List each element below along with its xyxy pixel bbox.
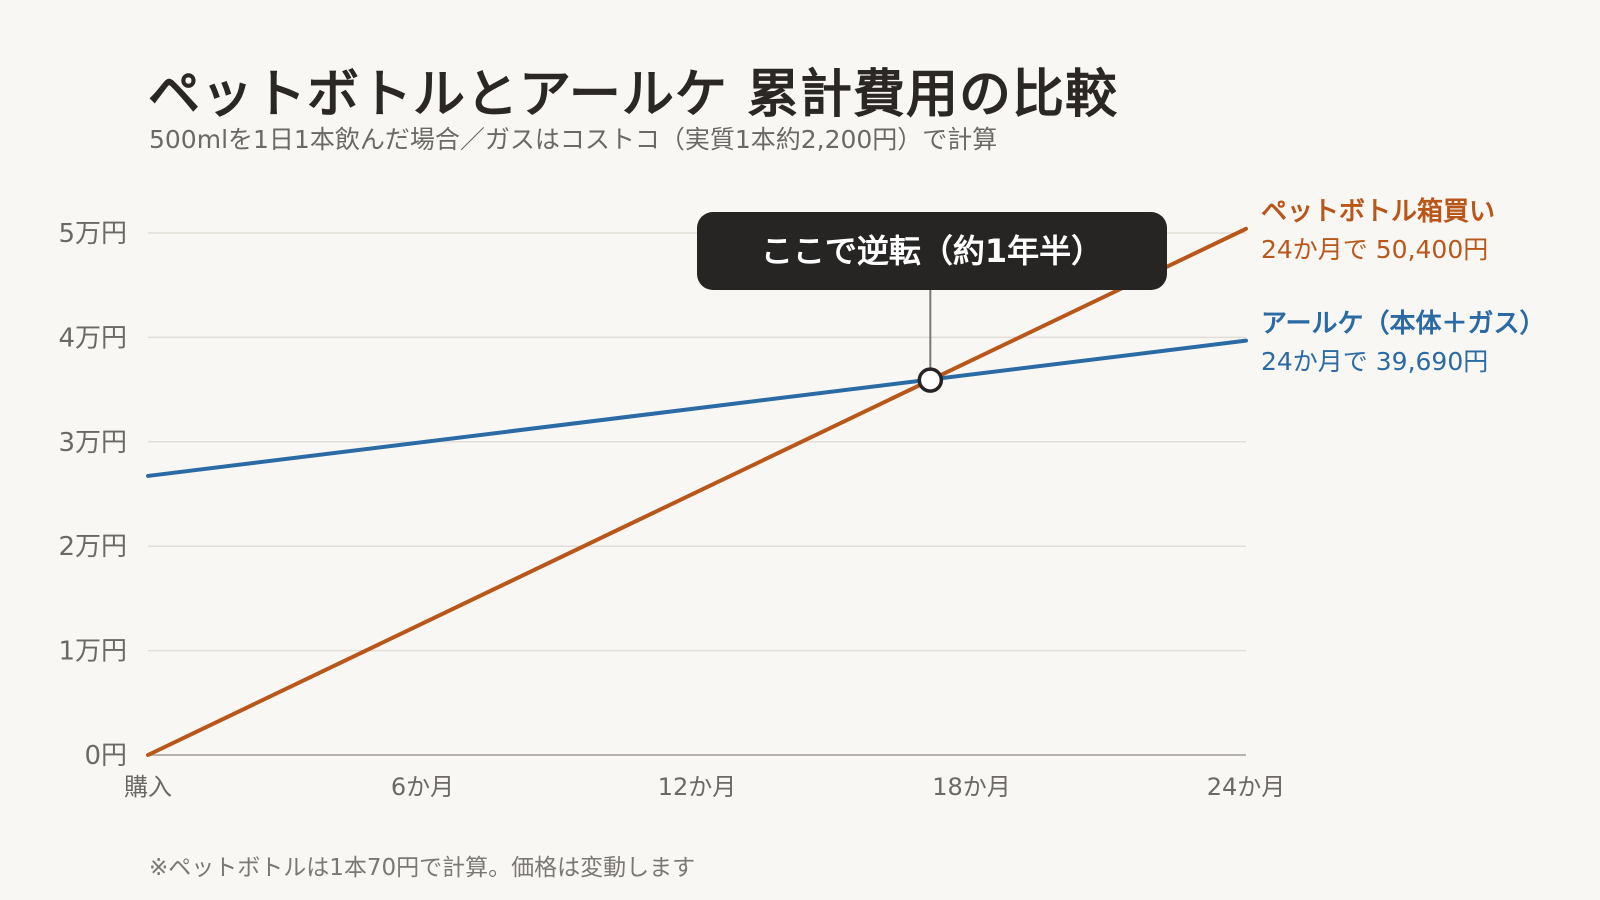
pet-legend-name: ペットボトル箱買い <box>1261 196 1495 227</box>
chart-subtitle: 500mlを1日1本飲んだ場合／ガスはコストコ（実質1本約2,200円）で計算 <box>149 125 998 154</box>
crossover-annotation: ここで逆転（約1年半） <box>697 212 1167 393</box>
x-tick-label: 24か月 <box>1207 773 1286 801</box>
y-tick-label: 2万円 <box>58 532 127 562</box>
y-axis-ticks: 0円 1万円 2万円 3万円 4万円 5万円 <box>58 219 127 771</box>
y-tick-label: 5万円 <box>58 219 127 249</box>
pet-end-value: 24か月で 50,400円 <box>1261 235 1488 264</box>
arke-end-value: 24か月で 39,690円 <box>1261 347 1488 376</box>
arke-series-line <box>146 338 1248 478</box>
arke-legend-name: アールケ（本体＋ガス） <box>1261 309 1545 339</box>
y-tick-label: 0円 <box>84 741 127 771</box>
y-tick-label: 4万円 <box>58 323 127 353</box>
x-tick-label: 18か月 <box>932 773 1011 801</box>
crossover-point <box>917 367 944 393</box>
series-lines <box>146 226 1248 757</box>
pet-series-line <box>146 226 1248 757</box>
x-tick-label: 購入 <box>124 773 172 801</box>
footnote: ※ペットボトルは1本70円で計算。価格は変動します <box>149 855 696 881</box>
x-tick-label: 6か月 <box>391 773 454 801</box>
x-axis-ticks: 購入 6か月 12か月 18か月 24か月 <box>124 773 1285 801</box>
y-tick-label: 1万円 <box>58 637 127 667</box>
callout-text: ここで逆転（約1年半） <box>761 232 1103 270</box>
callout-box <box>697 212 1167 290</box>
x-tick-label: 12か月 <box>658 773 737 801</box>
chart-title: ペットボトルとアールケ 累計費用の比較 <box>148 65 1118 125</box>
y-tick-label: 3万円 <box>58 428 127 458</box>
